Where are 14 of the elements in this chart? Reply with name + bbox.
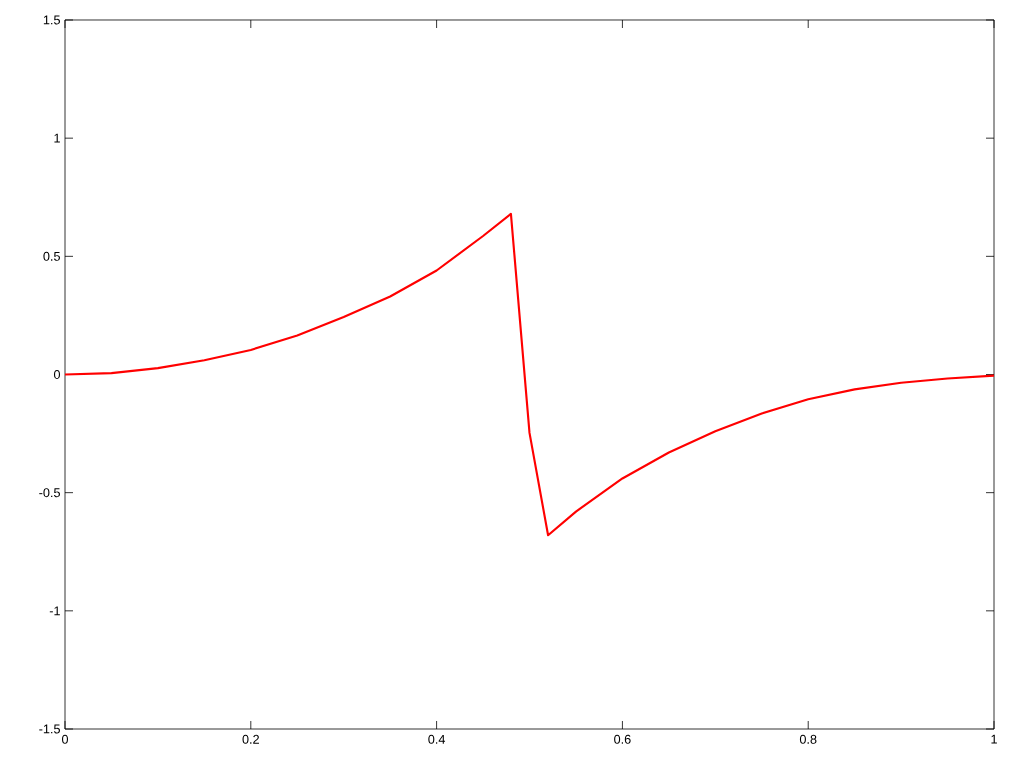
y-tick-label: -1	[49, 606, 60, 616]
x-tick-label: 0.2	[242, 734, 259, 744]
x-tick-label: 0.6	[614, 734, 631, 744]
y-tick-label: 0	[53, 370, 61, 379]
y-tick-label: 1	[54, 133, 60, 143]
x-tick-label: 0.4	[428, 734, 446, 744]
x-tick-label: 0	[61, 734, 69, 744]
line-series	[65, 212, 995, 537]
y-tick-label: -0.5	[39, 488, 60, 498]
y-tick-label: -1.5	[39, 724, 60, 734]
x-tick-label: 0.8	[799, 734, 817, 744]
x-tick-label: 1	[991, 734, 997, 744]
y-tick-label: 1.5	[43, 15, 60, 25]
y-tick-label: 0.5	[43, 251, 60, 261]
